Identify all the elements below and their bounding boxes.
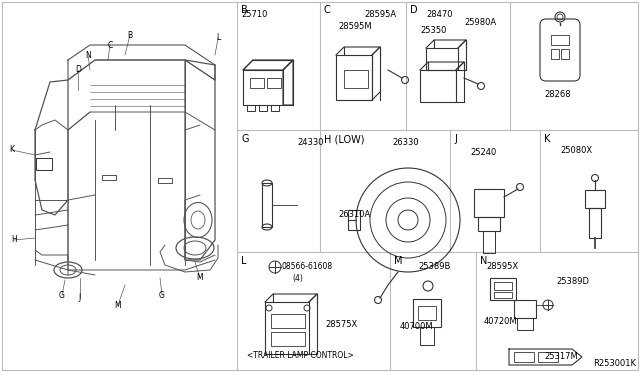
Bar [336,55,372,100]
Bar [514,300,536,318]
Text: 08566-61608: 08566-61608 [282,262,333,271]
Text: 25389D: 25389D [556,277,589,286]
Bar [490,278,516,300]
Text: 24330: 24330 [297,138,323,147]
Text: C: C [324,5,331,15]
Text: G: G [59,291,65,299]
Bar [478,217,500,231]
Text: J: J [454,134,457,144]
Text: B: B [127,31,132,39]
Text: (4): (4) [292,274,303,283]
Text: D: D [75,65,81,74]
Text: K: K [10,145,15,154]
Bar [538,352,558,362]
Bar [413,299,441,327]
Bar [158,178,172,183]
Text: C: C [108,41,113,49]
Text: 25980A: 25980A [464,18,496,27]
Bar [551,35,569,45]
Bar [585,190,605,208]
Bar [420,70,456,102]
Text: N: N [85,51,91,60]
Bar [243,70,283,105]
Text: L: L [216,33,220,42]
Text: J: J [79,294,81,302]
Bar [348,210,360,230]
Bar [271,332,305,346]
Text: R253001K: R253001K [593,359,636,368]
Text: 25350: 25350 [420,26,446,35]
Bar [483,231,495,253]
Bar [259,105,267,111]
Text: M: M [115,301,122,310]
Text: 25240: 25240 [470,148,496,157]
Bar [102,175,116,180]
Text: L: L [241,256,246,266]
Bar [265,302,309,354]
Bar [247,105,255,111]
Text: 26310A: 26310A [338,210,371,219]
Bar [426,48,458,70]
Text: H: H [11,235,17,244]
Bar [267,78,281,88]
Bar [271,105,279,111]
Text: 28575X: 28575X [325,320,357,329]
Text: 25389B: 25389B [418,262,451,271]
Bar [494,292,512,298]
Text: 26330: 26330 [392,138,419,147]
Text: 40700M: 40700M [400,322,434,331]
Text: G: G [159,291,165,299]
Bar [262,183,272,227]
Text: M: M [196,273,204,282]
Bar [271,314,305,328]
Text: <TRAILER LAMP CONTROL>: <TRAILER LAMP CONTROL> [247,351,354,360]
Bar [474,189,504,217]
Text: 28268: 28268 [545,90,572,99]
Text: 25080X: 25080X [560,146,592,155]
Text: 28595M: 28595M [338,22,372,31]
Text: K: K [544,134,550,144]
Bar [36,158,52,170]
Bar [250,78,264,88]
Bar [589,208,601,238]
Bar [344,70,368,88]
Text: B: B [241,5,248,15]
Text: N: N [480,256,488,266]
Bar [551,49,559,59]
Text: 28595X: 28595X [486,262,518,271]
Bar [418,306,436,320]
Text: H (LOW): H (LOW) [324,134,365,144]
Text: 40720M: 40720M [484,317,518,326]
Bar [517,318,533,330]
Text: D: D [410,5,418,15]
Bar [420,327,434,345]
Text: G: G [241,134,248,144]
Text: 25710: 25710 [242,10,268,19]
Text: 28470: 28470 [426,10,452,19]
Bar [561,49,569,59]
Text: 28595A: 28595A [364,10,396,19]
Bar [514,352,534,362]
Text: 25317M: 25317M [544,352,578,361]
Bar [494,282,512,290]
Text: M: M [394,256,403,266]
